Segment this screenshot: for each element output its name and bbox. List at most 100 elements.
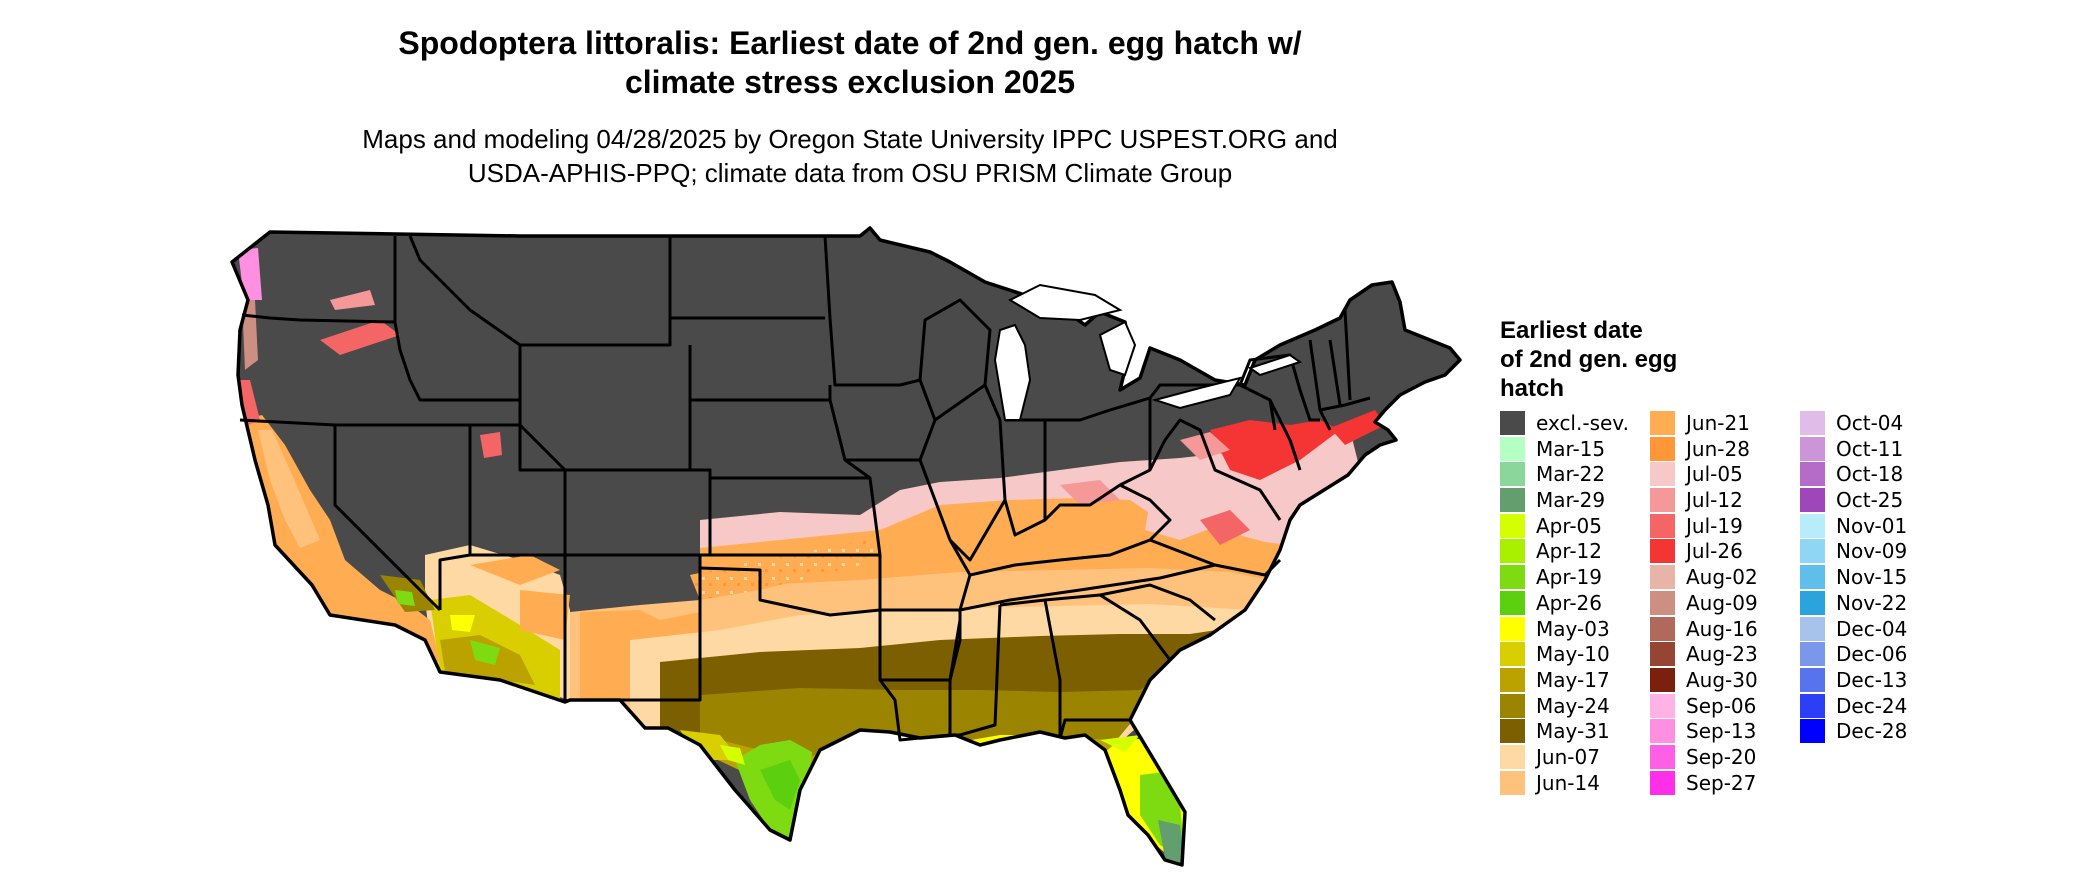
legend-label: Aug-16: [1686, 616, 1758, 641]
legend-item: Dec-24: [1800, 693, 1940, 719]
legend-swatch: [1500, 744, 1525, 769]
legend-label: Nov-22: [1836, 590, 1908, 615]
legend-item: Dec-06: [1800, 641, 1940, 667]
legend-label: Jul-05: [1686, 462, 1743, 487]
legend-item: Dec-28: [1800, 718, 1940, 744]
legend-swatch: [1500, 539, 1525, 564]
legend-item: May-24: [1500, 693, 1640, 719]
legend-swatch: [1650, 770, 1675, 795]
legend-item: Apr-05: [1500, 513, 1640, 539]
state-borders: [239, 235, 1371, 742]
legend-swatch: [1650, 616, 1675, 641]
legend-swatch: [1650, 488, 1675, 513]
legend-label: Jun-07: [1536, 744, 1600, 769]
map-subtitle: Maps and modeling 04/28/2025 by Oregon S…: [362, 124, 1338, 188]
legend-label: Oct-04: [1836, 411, 1904, 435]
legend-swatch: [1500, 667, 1525, 692]
legend-swatch: [1500, 693, 1525, 718]
legend-label: Apr-19: [1536, 565, 1602, 590]
legend-label: Mar-15: [1536, 436, 1606, 461]
legend-label: Sep-20: [1686, 744, 1757, 769]
legend-swatch: [1650, 462, 1675, 487]
legend-item: Sep-13: [1650, 718, 1790, 744]
legend-swatch: [1500, 642, 1525, 667]
legend-item: Oct-04: [1800, 410, 1940, 436]
legend-swatch: [1800, 462, 1825, 487]
legend-item: Jul-12: [1650, 487, 1790, 513]
legend-label: Jul-26: [1686, 539, 1743, 564]
legend-item: Aug-02: [1650, 564, 1790, 590]
legend-item: Sep-27: [1650, 770, 1790, 796]
legend-label: Oct-18: [1836, 462, 1904, 487]
legend-label: Aug-30: [1686, 667, 1758, 692]
legend-item: Jun-07: [1500, 744, 1640, 770]
legend-label: Nov-01: [1836, 513, 1908, 538]
legend-label: Jun-14: [1536, 770, 1600, 795]
legend-item: May-10: [1500, 641, 1640, 667]
legend-label: Dec-04: [1836, 616, 1908, 641]
legend-swatch: [1800, 411, 1825, 435]
legend-label: Nov-15: [1836, 565, 1908, 590]
legend-item: Dec-04: [1800, 616, 1940, 642]
legend-label: Dec-24: [1836, 693, 1908, 718]
legend-label: Aug-23: [1686, 642, 1758, 667]
legend-label: Aug-02: [1686, 565, 1758, 590]
legend-swatch: [1500, 488, 1525, 513]
legend-label: Dec-13: [1836, 667, 1908, 692]
legend-label: excl.-sev.: [1536, 411, 1629, 435]
great-lakes: [993, 283, 1303, 421]
legend-item: Apr-19: [1500, 564, 1640, 590]
legend-label: Mar-29: [1536, 488, 1606, 513]
legend-item: Mar-22: [1500, 461, 1640, 487]
legend-label: Apr-05: [1536, 513, 1602, 538]
legend-label: Jul-19: [1686, 513, 1743, 538]
legend-label: Sep-13: [1686, 719, 1757, 744]
legend-label: May-10: [1536, 642, 1610, 667]
legend-swatch: [1650, 719, 1675, 744]
legend-label: Mar-22: [1536, 462, 1606, 487]
legend-item: Jun-21: [1650, 410, 1790, 436]
legend-item: Oct-25: [1800, 487, 1940, 513]
legend-swatch: [1650, 436, 1675, 461]
legend-item: Sep-20: [1650, 744, 1790, 770]
legend-column: excl.-sev. Mar-15 Mar-22 Mar-29 Apr-05 Apr-12…: [1500, 410, 1640, 795]
legend-swatch: [1500, 719, 1525, 744]
legend-item: Dec-13: [1800, 667, 1940, 693]
map-title: Spodoptera littoralis: Earliest date of …: [398, 25, 1302, 100]
legend-item: Aug-09: [1650, 590, 1790, 616]
legend-swatch: [1800, 616, 1825, 641]
legend-swatch: [1800, 539, 1825, 564]
legend-item: Oct-18: [1800, 461, 1940, 487]
legend-item: Nov-15: [1800, 564, 1940, 590]
legend-item: Nov-22: [1800, 590, 1940, 616]
legend-item: Aug-16: [1650, 616, 1790, 642]
legend-swatch: [1500, 436, 1525, 461]
legend-label: May-31: [1536, 719, 1610, 744]
legend-item: Aug-30: [1650, 667, 1790, 693]
legend-title: Earliest date of 2nd gen. egg hatch: [1500, 317, 1678, 402]
legend-item: Jul-05: [1650, 461, 1790, 487]
legend-item: Aug-23: [1650, 641, 1790, 667]
legend-item: May-03: [1500, 616, 1640, 642]
legend-swatch: [1800, 436, 1825, 461]
legend-label: Jun-28: [1686, 436, 1750, 461]
legend-swatch: [1500, 513, 1525, 538]
legend-label: Sep-27: [1686, 770, 1757, 795]
legend-swatch: [1500, 462, 1525, 487]
legend-label: Apr-26: [1536, 590, 1602, 615]
legend-item: Nov-09: [1800, 538, 1940, 564]
legend-item: Jul-26: [1650, 538, 1790, 564]
legend-item: Sep-06: [1650, 693, 1790, 719]
legend-swatch: [1650, 565, 1675, 590]
legend-label: Dec-28: [1836, 719, 1908, 744]
legend-item: Oct-11: [1800, 436, 1940, 462]
legend-swatch: [1500, 590, 1525, 615]
us-outline: [230, 226, 1462, 867]
legend-label: Oct-11: [1836, 436, 1904, 461]
legend-swatch: [1800, 488, 1825, 513]
legend-swatch: [1500, 616, 1525, 641]
legend-swatch: [1800, 513, 1825, 538]
legend-swatch: [1800, 642, 1825, 667]
legend-swatch: [1650, 693, 1675, 718]
legend-swatch: [1500, 411, 1525, 435]
